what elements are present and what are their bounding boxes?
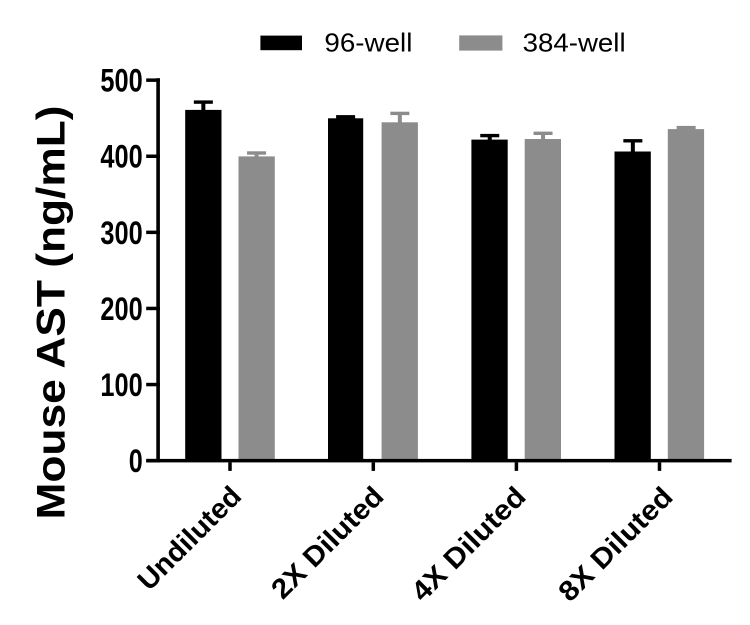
svg-text:400: 400	[100, 139, 142, 175]
svg-text:0: 0	[129, 443, 143, 479]
svg-text:500: 500	[100, 63, 142, 99]
svg-text:300: 300	[100, 215, 142, 251]
svg-text:Mouse AST (ng/mL): Mouse AST (ng/mL)	[30, 105, 74, 519]
svg-text:100: 100	[100, 367, 142, 403]
svg-text:200: 200	[100, 291, 142, 327]
svg-text:96-well: 96-well	[324, 28, 412, 58]
svg-text:384-well: 384-well	[523, 28, 626, 58]
